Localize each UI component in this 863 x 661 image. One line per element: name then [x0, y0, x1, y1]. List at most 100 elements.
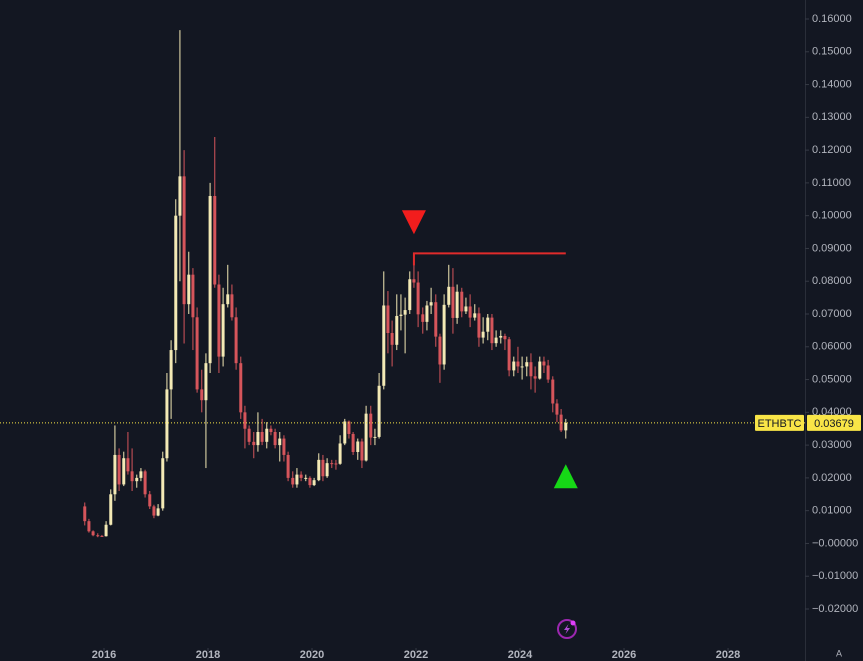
candle-body [369, 413, 373, 438]
candle-body [564, 422, 568, 431]
candle-body [252, 441, 256, 446]
auto-scale-button[interactable]: A [836, 648, 842, 658]
candle-body [187, 274, 191, 305]
candle-body [243, 412, 247, 429]
candle-body [551, 379, 555, 404]
y-tick-label: 0.16000 [812, 13, 852, 25]
y-tick-label: −0.00000 [812, 537, 858, 549]
y-tick-label: 0.14000 [812, 78, 852, 90]
candle-body [442, 304, 446, 365]
candle-body [477, 313, 481, 338]
y-tick-label: 0.01000 [812, 505, 852, 517]
y-tick-label: 0.03000 [812, 439, 852, 451]
y-tick-label: 0.11000 [812, 177, 851, 189]
lightning-icon[interactable] [557, 619, 577, 639]
candle-body [321, 459, 325, 477]
candle-body [390, 333, 394, 345]
candle-body [373, 436, 377, 438]
candle-body [447, 286, 451, 305]
candle-body [499, 335, 503, 338]
candle-body [347, 421, 351, 434]
candle-body [304, 477, 308, 479]
candle-body [182, 176, 186, 305]
candle-body [139, 471, 143, 478]
x-tick-label: 2028 [716, 649, 740, 661]
candle-body [113, 454, 117, 495]
candle-body [156, 508, 160, 516]
candle-body [122, 458, 126, 485]
candle-body [135, 477, 139, 482]
candle-body [239, 363, 243, 413]
y-tick-label: 0.02000 [812, 472, 852, 484]
candle-body [161, 458, 165, 509]
x-tick-label: 2018 [196, 649, 220, 661]
candle-body [360, 441, 364, 461]
candle-body [494, 337, 498, 344]
candle-body [165, 389, 169, 459]
candle-body [520, 366, 524, 368]
candle-body [299, 474, 303, 478]
y-tick-label: 0.06000 [812, 341, 852, 353]
y-tick-label: 0.07000 [812, 308, 852, 320]
candle-body [533, 376, 537, 379]
y-tick-label: −0.02000 [812, 603, 858, 615]
y-tick-label: 0.10000 [812, 210, 852, 222]
candle-body [399, 314, 403, 316]
candle-body [117, 454, 121, 485]
candle-body [338, 443, 342, 464]
candle-body [468, 306, 472, 318]
candle-body [109, 494, 113, 525]
candle-body [143, 471, 147, 495]
y-tick-label: 0.05000 [812, 373, 852, 385]
candle-body [486, 317, 490, 332]
candle-body [403, 310, 407, 315]
candle-body [230, 294, 234, 318]
candle-body [330, 463, 334, 465]
candle-body [525, 362, 529, 367]
candle-body [265, 428, 269, 442]
candle-body [191, 274, 195, 318]
candle-body [148, 494, 152, 507]
symbol-label: ETHBTC [758, 418, 802, 430]
candle-body [87, 521, 91, 532]
candle-body [434, 302, 438, 337]
candle-body [234, 317, 238, 364]
candle-body [208, 196, 212, 364]
candle-body [334, 463, 338, 465]
plot-area [0, 30, 805, 538]
candle-body [295, 474, 299, 485]
candle-body [286, 454, 290, 478]
candle-body [516, 361, 520, 367]
candle-body [130, 471, 134, 482]
candle-body [325, 463, 329, 477]
price-label: 0.03679 [814, 418, 854, 430]
y-tick-label: 0.09000 [812, 242, 852, 254]
candle-body [460, 291, 464, 312]
y-tick-label: 0.12000 [812, 144, 852, 156]
candle-body [343, 421, 347, 444]
candle-body [481, 331, 485, 338]
candle-body [546, 365, 550, 380]
candle-body [438, 336, 442, 365]
candle-body [174, 215, 178, 351]
candle-body [312, 480, 316, 486]
candle-body [464, 306, 468, 312]
candle-body [269, 428, 273, 432]
candle-body [213, 196, 217, 285]
candle-body [408, 279, 412, 311]
candle-body [96, 535, 100, 537]
candle-body [421, 314, 425, 322]
candle-body [356, 441, 360, 452]
candle-body [195, 317, 199, 390]
candle-body [529, 362, 533, 377]
y-tick-label: 0.13000 [812, 111, 852, 123]
symbol-label-box [755, 414, 804, 431]
candle-body [91, 531, 95, 536]
candle-body [425, 305, 429, 322]
candle-body [503, 335, 507, 340]
candle-body [260, 432, 264, 442]
x-tick-label: 2024 [508, 649, 533, 661]
